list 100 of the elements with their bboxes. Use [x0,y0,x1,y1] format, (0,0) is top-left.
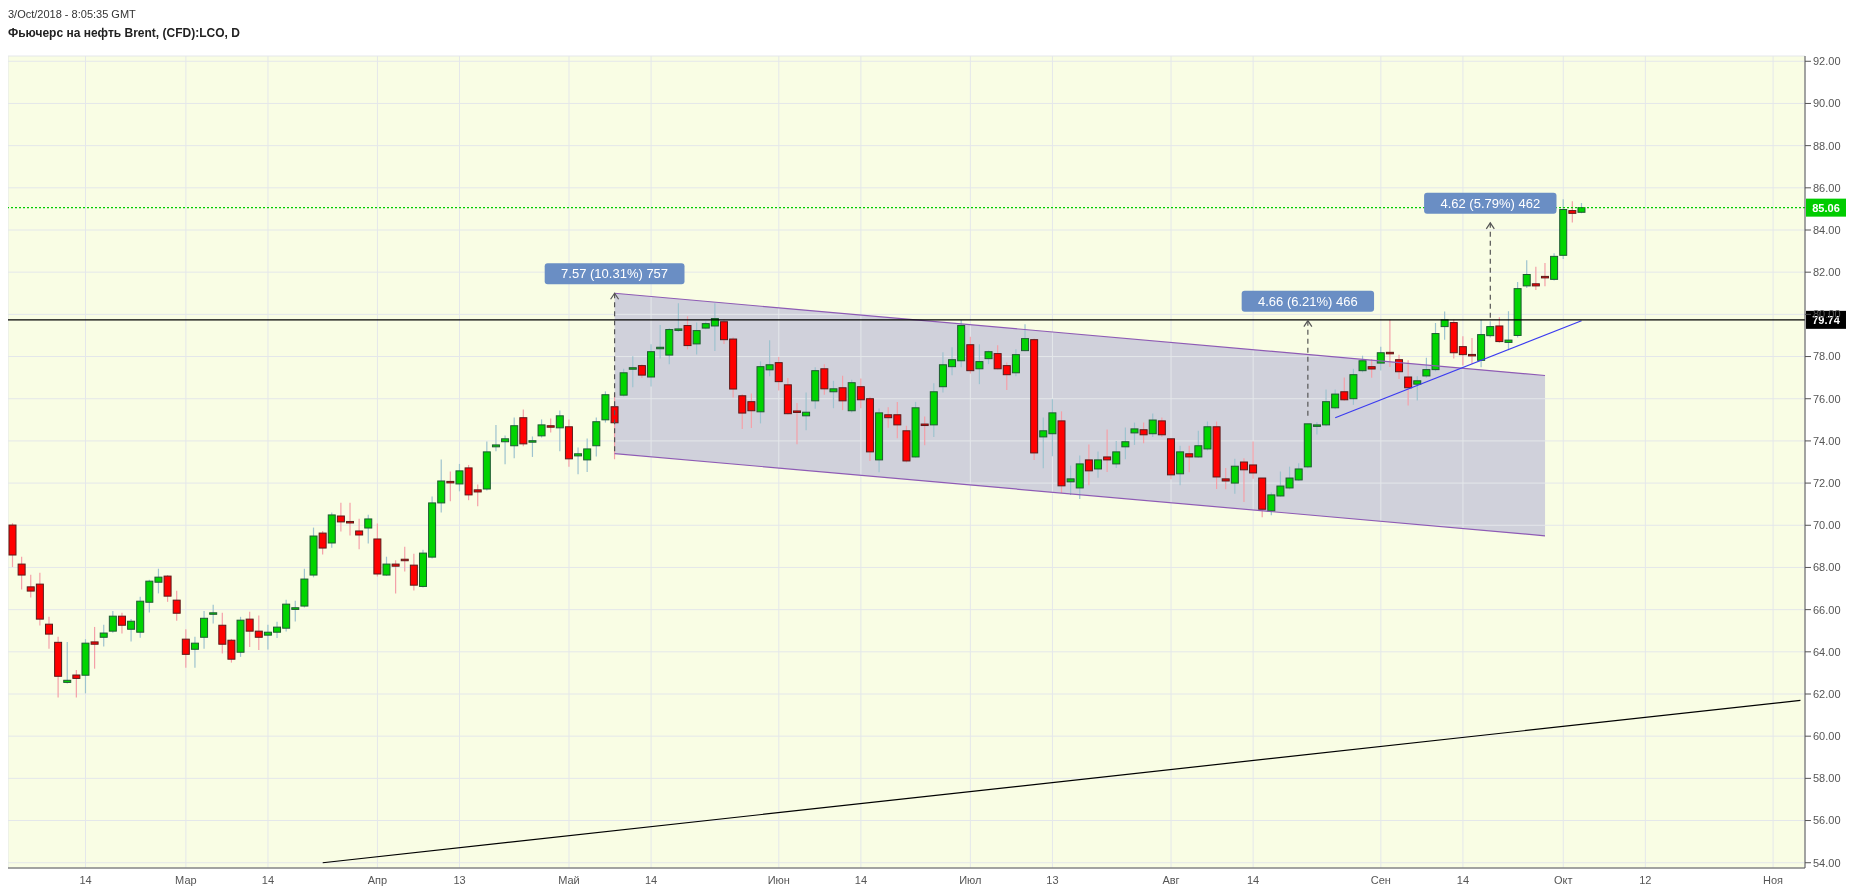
candlestick [537,418,546,439]
candlestick [200,610,209,650]
candlestick [1504,310,1513,351]
y-tick-label: 60.00 [1813,730,1841,743]
candlestick [628,355,637,388]
candlestick [455,463,464,492]
x-tick-label: Ноя [1763,873,1784,886]
candlestick [1404,359,1413,407]
candlestick [692,321,701,356]
candlestick [44,616,53,650]
candlestick [1130,421,1139,446]
x-tick-label: Апр [367,873,388,886]
candlestick [774,356,783,392]
candlestick [382,556,391,577]
y-tick-label: 88.00 [1813,139,1841,152]
y-tick-label: 62.00 [1813,687,1841,700]
candlestick [190,636,199,669]
candlestick [1021,323,1030,352]
candlestick [99,624,108,648]
candlestick [1531,266,1540,291]
annotation: 7.57 (10.31%) 757 [561,266,669,282]
candlestick [1413,375,1422,402]
x-tick-label: 12 [1639,873,1652,886]
candlestick [72,669,81,699]
candlestick [209,604,218,625]
candlestick [1230,458,1239,495]
candlestick [1440,311,1449,341]
candlestick [975,343,984,385]
annotation: 4.62 (5.79%) 462 [1440,195,1541,211]
candlestick [1495,316,1504,344]
candlestick [318,530,327,555]
candlestick [1367,358,1376,379]
x-tick-label: Июл [959,873,982,886]
x-tick-label: Май [558,873,580,886]
y-tick-label: 64.00 [1813,645,1841,658]
y-tick-label: 68.00 [1813,561,1841,574]
candlestick [1139,421,1148,444]
y-tick-label: 78.00 [1813,350,1841,363]
candlestick [108,610,117,634]
x-tick-label: 14 [644,873,658,886]
candlestick [683,315,692,350]
y-tick-label: 72.00 [1813,477,1841,489]
candlestick [1112,440,1121,469]
candlestick [920,415,929,446]
x-tick-label: 13 [453,873,466,886]
candlestick [838,375,847,411]
candlestick [1540,262,1549,287]
y-tick-label: 86.00 [1813,181,1841,194]
candlestick [90,626,99,670]
y-tick-label: 92.00 [1813,55,1841,68]
y-tick-label: 74.00 [1813,434,1841,447]
x-tick-label: Мар [175,873,197,886]
y-tick-label: 76.00 [1813,392,1841,405]
y-tick-label: 56.00 [1813,814,1841,827]
y-tick-label: 84.00 [1813,223,1841,236]
x-tick-label: 14 [854,873,868,886]
chart-subtitle: 3/Oct/2018 - 8:05:35 GMT [8,8,137,22]
candlestick [355,518,364,550]
x-tick-label: Июн [767,873,790,886]
candlestick [172,590,181,622]
candlestick [1340,376,1349,402]
ref-line-label: 85.06 [1812,201,1840,214]
candlestick [163,574,172,603]
y-tick-label: 70.00 [1813,519,1841,532]
candlestick [1176,445,1185,486]
x-tick-label: Окт [1554,873,1573,886]
candlestick [1011,348,1020,377]
x-tick-label: 14 [261,873,275,886]
candlestick [1185,445,1194,473]
candlestick [1550,252,1559,282]
candlestick [555,409,564,452]
candlestick [1084,443,1093,486]
candlestick [1121,426,1130,460]
x-tick-label: Авг [1162,873,1180,886]
candlestick [619,368,628,398]
x-tick-label: 14 [1456,873,1470,886]
candlestick [1148,412,1157,438]
candlestick [181,628,190,669]
annotation: 4.66 (6.21%) 466 [1257,293,1358,309]
candlestick [1094,450,1102,479]
y-tick-label: 66.00 [1813,603,1841,616]
candlestick [1103,428,1112,473]
x-tick-label: 14 [79,873,92,886]
candlestick [829,380,838,409]
candlestick [491,424,500,452]
y-tick-label: 82.00 [1813,266,1841,279]
candlestick [820,363,829,396]
y-tick-label: 90.00 [1813,97,1841,110]
candlestick [1522,259,1531,289]
x-tick-label: Сен [1370,873,1391,886]
candlestick [17,556,26,590]
candlestick [391,559,400,594]
x-tick-label: 13 [1046,873,1059,886]
candlestick [1568,200,1577,224]
candlestick [446,470,455,502]
x-tick-label: 14 [1247,873,1260,886]
candlestick [409,553,418,592]
candlestick [1157,416,1166,438]
candlestick [364,514,373,545]
y-tick-label: 58.00 [1813,772,1841,785]
